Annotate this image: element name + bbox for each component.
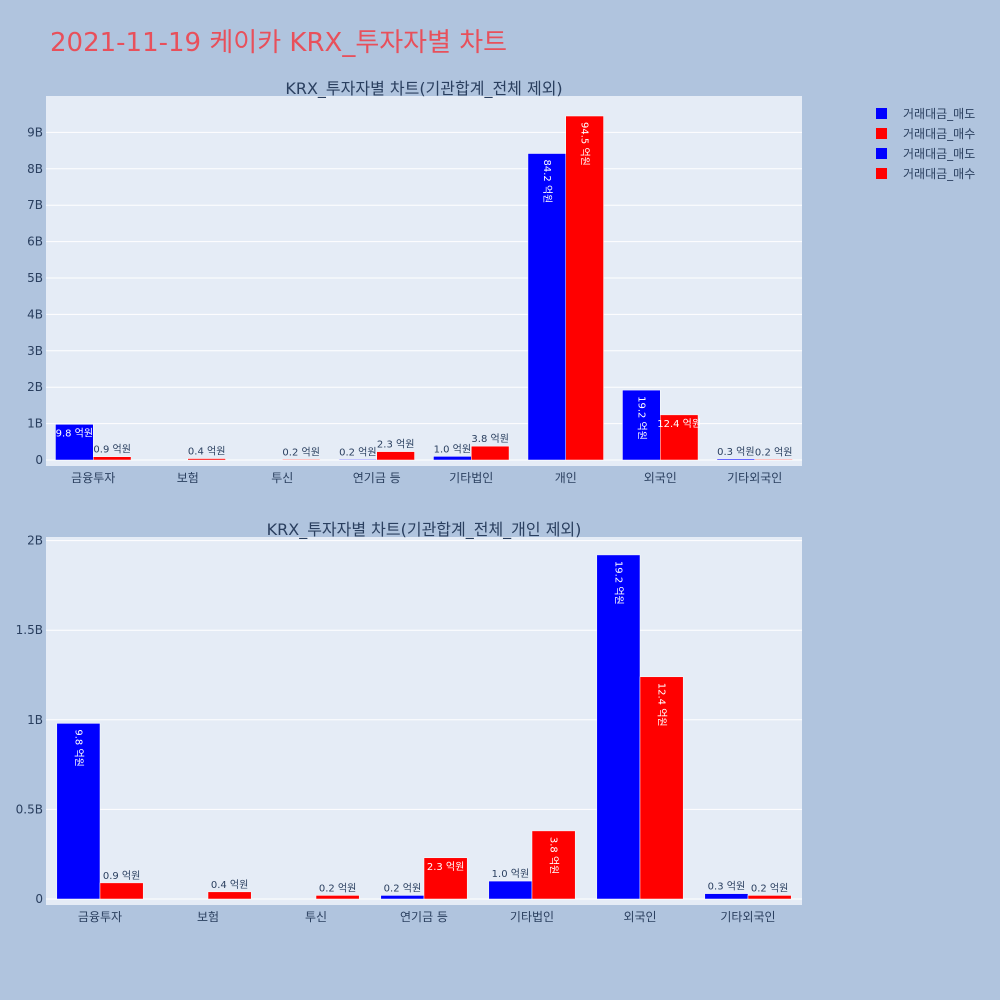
bar-value-label: 94.5 억원 bbox=[579, 122, 591, 166]
bar-value-label: 2.3 억원 bbox=[377, 439, 414, 451]
y-tick-label: 1B bbox=[27, 713, 43, 727]
bar-buy bbox=[315, 895, 360, 900]
bar-sell bbox=[338, 459, 378, 461]
y-tick-label: 1.5B bbox=[16, 623, 43, 637]
bar-value-label: 0.2 억원 bbox=[384, 882, 421, 894]
bar-value-label: 1.0 억원 bbox=[434, 443, 471, 455]
chart-2: 0 0.5B 1B 1.5B 2B KRX_투자자별 차트(기관합계_전체_개인 제외) 금… bbox=[16, 520, 802, 924]
legend-swatch bbox=[876, 148, 887, 159]
x-tick-label: 기타법인 bbox=[449, 471, 493, 485]
bar-buy bbox=[747, 895, 792, 900]
bar-value-label: 2.3 억원 bbox=[427, 861, 464, 873]
x-tick-label: 금융투자 bbox=[71, 471, 115, 485]
bar-sell bbox=[622, 389, 661, 461]
x-tick-label: 보험 bbox=[197, 910, 219, 924]
bar-value-label: 9.8 억원 bbox=[72, 729, 84, 766]
bar-sell bbox=[488, 880, 533, 900]
x-tick-label: 기타법인 bbox=[510, 910, 554, 924]
bar-buy bbox=[471, 445, 510, 461]
y-tick-label: 8B bbox=[27, 162, 43, 176]
legend-swatch bbox=[876, 108, 887, 119]
y-tick-label: 1B bbox=[27, 417, 43, 431]
bar-buy bbox=[565, 115, 604, 461]
bar-sell bbox=[433, 456, 472, 461]
bar-value-label: 19.2 억원 bbox=[635, 396, 647, 440]
y-tick-label: 2B bbox=[27, 380, 43, 394]
y-tick-label: 7B bbox=[27, 198, 43, 212]
chart-title: KRX_투자자별 차트(기관합계_전체 제외) bbox=[285, 79, 562, 99]
x-tick-label: 외국인 bbox=[623, 910, 656, 924]
bar-value-label: 0.3 억원 bbox=[717, 446, 754, 458]
x-tick-label: 연기금 등 bbox=[353, 471, 401, 485]
bar-buy bbox=[99, 882, 144, 900]
x-tick-label: 개인 bbox=[555, 471, 577, 485]
bar-buy bbox=[282, 459, 321, 461]
chart-title: KRX_투자자별 차트(기관합계_전체_개인 제외) bbox=[267, 520, 582, 540]
y-tick-label: 9B bbox=[27, 125, 43, 139]
page-title: 2021-11-19 케이카 KRX_투자자별 차트 bbox=[50, 28, 508, 58]
bar-buy bbox=[423, 857, 468, 900]
legend-label: 거래대금_매수 bbox=[903, 167, 975, 181]
bar-value-label: 19.2 억원 bbox=[612, 561, 624, 605]
bar-buy bbox=[376, 451, 415, 461]
x-tick-label: 금융투자 bbox=[78, 910, 122, 924]
bar-value-label: 1.0 억원 bbox=[492, 868, 529, 880]
x-tick-label: 기타외국인 bbox=[720, 910, 775, 924]
bar-buy bbox=[207, 891, 252, 900]
bar-buy bbox=[93, 456, 132, 461]
bar-value-label: 0.2 억원 bbox=[755, 446, 792, 458]
x-tick-label: 투신 bbox=[305, 910, 327, 924]
bar-value-label: 3.8 억원 bbox=[548, 837, 560, 874]
chart-1: 0 1B 2B 3B 4B 5B 6B 7B 8B 9B KRX_투자자별 차트(기관합계_전체 제… bbox=[27, 79, 802, 485]
y-tick-label: 3B bbox=[27, 344, 43, 358]
bar-value-label: 0.3 억원 bbox=[708, 881, 745, 893]
bar-buy bbox=[187, 458, 226, 461]
x-tick-label: 투신 bbox=[271, 471, 293, 485]
bar-buy bbox=[639, 676, 684, 900]
bar-value-label: 0.9 억원 bbox=[103, 870, 140, 882]
legend-label: 거래대금_매도 bbox=[903, 147, 975, 161]
bar-value-label: 0.2 억원 bbox=[282, 446, 319, 458]
bar-value-label: 12.4 억원 bbox=[656, 683, 668, 727]
legend-swatch bbox=[876, 168, 887, 179]
bar-sell bbox=[56, 723, 101, 900]
x-tick-label: 연기금 등 bbox=[400, 910, 448, 924]
x-tick-label: 외국인 bbox=[644, 471, 677, 485]
bar-sell bbox=[55, 424, 94, 461]
plot-area bbox=[46, 537, 802, 905]
plot-area bbox=[46, 96, 802, 466]
legend-label: 거래대금_매수 bbox=[903, 127, 975, 141]
bar-value-label: 9.8 억원 bbox=[56, 427, 93, 439]
y-tick-label: 0 bbox=[35, 453, 43, 467]
bar-value-label: 0.4 억원 bbox=[211, 879, 248, 891]
y-tick-label: 5B bbox=[27, 271, 43, 285]
y-tick-label: 6B bbox=[27, 235, 43, 249]
bar-buy bbox=[531, 830, 576, 900]
x-tick-label: 기타외국인 bbox=[727, 471, 782, 485]
bar-value-label: 0.9 억원 bbox=[93, 444, 130, 456]
bar-value-label: 3.8 억원 bbox=[471, 433, 508, 445]
y-tick-label: 0.5B bbox=[16, 802, 43, 816]
bar-sell bbox=[716, 458, 756, 461]
bar-value-label: 0.2 억원 bbox=[751, 882, 788, 894]
bar-buy bbox=[660, 414, 699, 461]
y-tick-label: 4B bbox=[27, 307, 43, 321]
bar-sell bbox=[596, 554, 641, 900]
bar-buy bbox=[754, 459, 793, 461]
bar-value-label: 84.2 억원 bbox=[541, 160, 553, 204]
x-tick-label: 보험 bbox=[177, 471, 199, 485]
bar-sell bbox=[704, 893, 749, 900]
y-tick-label: 2B bbox=[27, 534, 43, 548]
legend-swatch bbox=[876, 128, 887, 139]
bar-value-label: 0.2 억원 bbox=[339, 446, 376, 458]
legend-label: 거래대금_매도 bbox=[903, 107, 975, 121]
bar-sell bbox=[380, 895, 425, 900]
bar-value-label: 0.2 억원 bbox=[319, 882, 356, 894]
bar-sell bbox=[527, 153, 567, 461]
bar-value-label: 0.4 억원 bbox=[188, 446, 225, 458]
bar-value-label: 12.4 억원 bbox=[657, 418, 701, 430]
y-tick-label: 0 bbox=[35, 892, 43, 906]
